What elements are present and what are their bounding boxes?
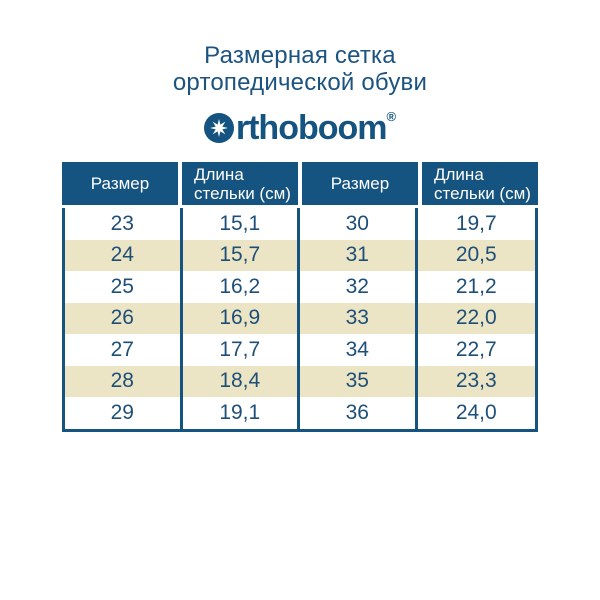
cell-size-left: 28 xyxy=(65,365,183,397)
cell-size-right: 34 xyxy=(300,334,418,366)
cell-insole-left: 15,7 xyxy=(183,239,300,271)
header-cell-insole-left: Длина стельки (см) xyxy=(182,162,298,205)
table-body: 23 15,1 30 19,7 24 15,7 31 20,5 25 16,2 … xyxy=(62,208,538,432)
brand-logo: rthoboom ® xyxy=(0,109,600,147)
cell-size-right: 31 xyxy=(300,239,418,271)
cell-size-right: 35 xyxy=(300,365,418,397)
cell-insole-left: 16,9 xyxy=(183,302,300,334)
table-row: 26 16,9 33 22,0 xyxy=(65,302,535,334)
cell-size-left: 25 xyxy=(65,271,183,303)
size-table: Размер Длина стельки (см) Размер Длина с… xyxy=(62,162,538,432)
cell-size-left: 23 xyxy=(65,208,183,240)
cell-insole-right: 22,7 xyxy=(455,337,497,361)
brand-wordmark: rthoboom xyxy=(235,109,388,147)
table-header-row: Размер Длина стельки (см) Размер Длина с… xyxy=(62,162,538,205)
cell-insole-left: 15,1 xyxy=(183,208,300,240)
page-title-line-1: Размерная сетка xyxy=(204,42,396,69)
cell-insole-right: 19,7 xyxy=(455,211,497,235)
cell-size-left: 26 xyxy=(65,302,183,334)
page-title: Размерная сетка ортопедической обуви xyxy=(0,0,600,96)
header-cell-size-left: Размер xyxy=(62,162,178,205)
table-row: 24 15,7 31 20,5 xyxy=(65,239,535,271)
cell-size-left: 29 xyxy=(65,397,183,429)
cell-size-right: 32 xyxy=(300,271,418,303)
table-row: 29 19,1 36 24,0 xyxy=(65,397,535,429)
registered-trademark-symbol: ® xyxy=(386,109,397,124)
table-row: 23 15,1 30 19,7 xyxy=(65,208,535,240)
cell-size-left: 24 xyxy=(65,239,183,271)
table-row: 28 18,4 35 23,3 xyxy=(65,365,535,397)
cell-size-left: 27 xyxy=(65,334,183,366)
header-cell-size-right: Размер xyxy=(302,162,418,205)
cell-size-right: 30 xyxy=(300,208,418,240)
cell-insole-left: 18,4 xyxy=(183,365,300,397)
cell-insole-right: 20,5 xyxy=(455,243,497,267)
cell-insole-left: 17,7 xyxy=(183,334,300,366)
cell-size-right: 36 xyxy=(300,397,418,429)
cell-insole-left: 16,2 xyxy=(183,271,300,303)
page-title-line-2: ортопедической обуви xyxy=(172,69,428,96)
cell-insole-left: 19,1 xyxy=(183,397,300,429)
table-row: 25 16,2 32 21,2 xyxy=(65,271,535,303)
table-row: 27 17,7 34 22,7 xyxy=(65,334,535,366)
orthoboom-star-icon xyxy=(203,113,234,143)
header-cell-insole-right: Длина стельки (см) xyxy=(422,162,538,205)
cell-size-right: 33 xyxy=(300,302,418,334)
cell-insole-right: 22,0 xyxy=(455,306,497,330)
cell-insole-right: 24,0 xyxy=(455,400,497,424)
cell-insole-right: 23,3 xyxy=(455,369,497,393)
cell-insole-right: 21,2 xyxy=(455,274,497,298)
